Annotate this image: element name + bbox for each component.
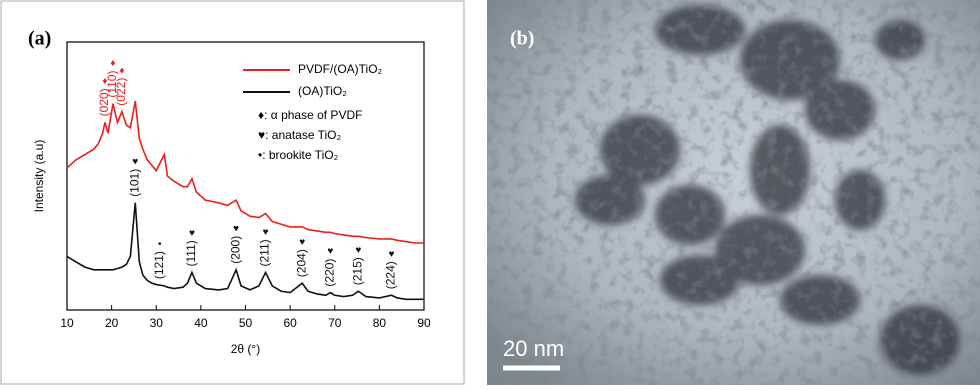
x-tick-label: 10 bbox=[60, 316, 74, 330]
peak-symbol: ♥ bbox=[388, 249, 394, 260]
x-tick-label: 90 bbox=[417, 316, 431, 330]
peak-label: (224) bbox=[384, 261, 398, 289]
peak-symbol: ♥ bbox=[233, 223, 239, 234]
x-tick-label: 20 bbox=[105, 316, 119, 330]
peak-symbol: ♥ bbox=[263, 227, 269, 238]
peak-label: (101) bbox=[127, 169, 141, 197]
note: ♥: anatase TiO₂ bbox=[258, 128, 341, 142]
peak-label: (215) bbox=[351, 257, 365, 285]
scale-bar-label: 20 nm bbox=[503, 336, 564, 361]
panel-label: (a) bbox=[28, 28, 51, 50]
peak-label: (220) bbox=[322, 259, 336, 287]
peak-label: (200) bbox=[228, 236, 242, 264]
peak-label: (020) bbox=[97, 88, 111, 116]
peak-label: (022) bbox=[114, 78, 128, 106]
peak-symbol: ♥ bbox=[327, 246, 333, 257]
tem-image bbox=[487, 0, 980, 385]
x-axis-label: 2θ (°) bbox=[231, 342, 260, 356]
panel-label: (b) bbox=[510, 28, 534, 50]
line bbox=[66, 100, 424, 244]
peak-label: (121) bbox=[152, 251, 166, 279]
panel-a-frame bbox=[0, 0, 465, 385]
peak-symbol: ♦ bbox=[110, 58, 115, 69]
x-tick-label: 40 bbox=[194, 316, 208, 330]
peak-label: (111) bbox=[184, 240, 198, 266]
peak-symbol: ♦ bbox=[102, 76, 107, 87]
peak-label: (110) bbox=[105, 71, 119, 98]
line bbox=[66, 202, 424, 301]
peak-symbol: ♥ bbox=[132, 156, 138, 167]
peak-symbol: ♥ bbox=[355, 245, 361, 256]
peak-symbol: ♥ bbox=[189, 228, 195, 239]
y-axis-label: Intensity (a.u) bbox=[32, 140, 46, 213]
legend-label: PVDF/(OA)TiO₂ bbox=[298, 62, 383, 76]
peak-symbol: ♦ bbox=[119, 65, 124, 76]
x-tick-label: 70 bbox=[328, 316, 342, 330]
x-tick-label: 60 bbox=[283, 316, 297, 330]
x-tick-label: 50 bbox=[239, 316, 253, 330]
x-tick-label: 30 bbox=[150, 316, 164, 330]
note: ♦: α phase of PVDF bbox=[258, 108, 362, 122]
peak-symbol: ♥ bbox=[299, 237, 305, 248]
peak-symbol: • bbox=[158, 239, 162, 250]
legend-label: (OA)TiO₂ bbox=[298, 84, 347, 98]
peak-label: (204) bbox=[294, 249, 308, 277]
note: •: brookite TiO₂ bbox=[258, 148, 339, 162]
peak-label: (211) bbox=[258, 239, 272, 266]
x-tick-label: 80 bbox=[373, 316, 387, 330]
